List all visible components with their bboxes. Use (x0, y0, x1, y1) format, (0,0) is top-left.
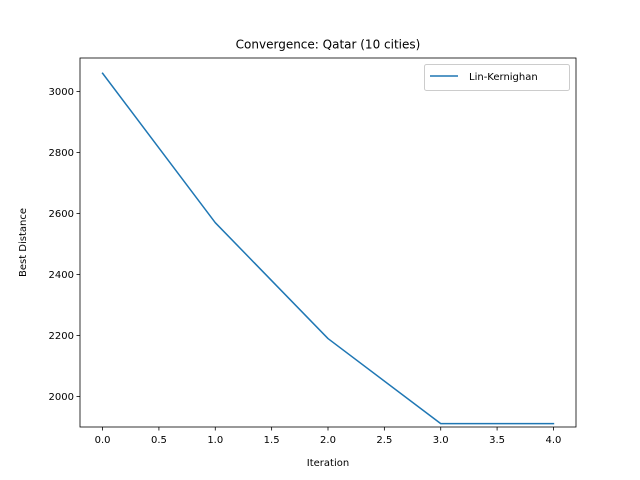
series-line (101, 72, 555, 425)
legend: Lin-Kernighan (424, 64, 570, 91)
y-axis: 2000 2200 2400 2600 2800 3000 (49, 87, 80, 403)
x-tick-label: 4.0 (546, 435, 562, 446)
x-tick-label: 1.0 (207, 435, 223, 446)
y-tick-label: 2000 (49, 392, 74, 403)
legend-label: Lin-Kernighan (469, 72, 538, 83)
x-tick-label: 2.5 (376, 435, 392, 446)
chart-title: Convergence: Qatar (10 cities) (236, 38, 421, 52)
x-axis-label: Iteration (307, 458, 349, 469)
x-axis: 0.0 0.5 1.0 1.5 2.0 2.5 3.0 3.5 4.0 (95, 427, 562, 446)
plot-background (80, 58, 576, 427)
x-tick-label: 0.5 (151, 435, 167, 446)
y-tick-label: 3000 (49, 87, 74, 98)
x-tick-label: 0.0 (95, 435, 111, 446)
y-tick-label: 2800 (49, 148, 74, 159)
x-tick-label: 2.0 (320, 435, 336, 446)
y-axis-label: Best Distance (18, 208, 29, 277)
x-tick-label: 3.5 (489, 435, 505, 446)
x-tick-label: 3.0 (433, 435, 449, 446)
y-tick-label: 2600 (49, 209, 74, 220)
y-tick-label: 2200 (49, 331, 74, 342)
series-layer (101, 72, 555, 425)
x-tick-label: 1.5 (264, 435, 280, 446)
y-tick-label: 2400 (49, 270, 74, 281)
plot-area (80, 58, 576, 427)
legend-box (424, 64, 570, 91)
